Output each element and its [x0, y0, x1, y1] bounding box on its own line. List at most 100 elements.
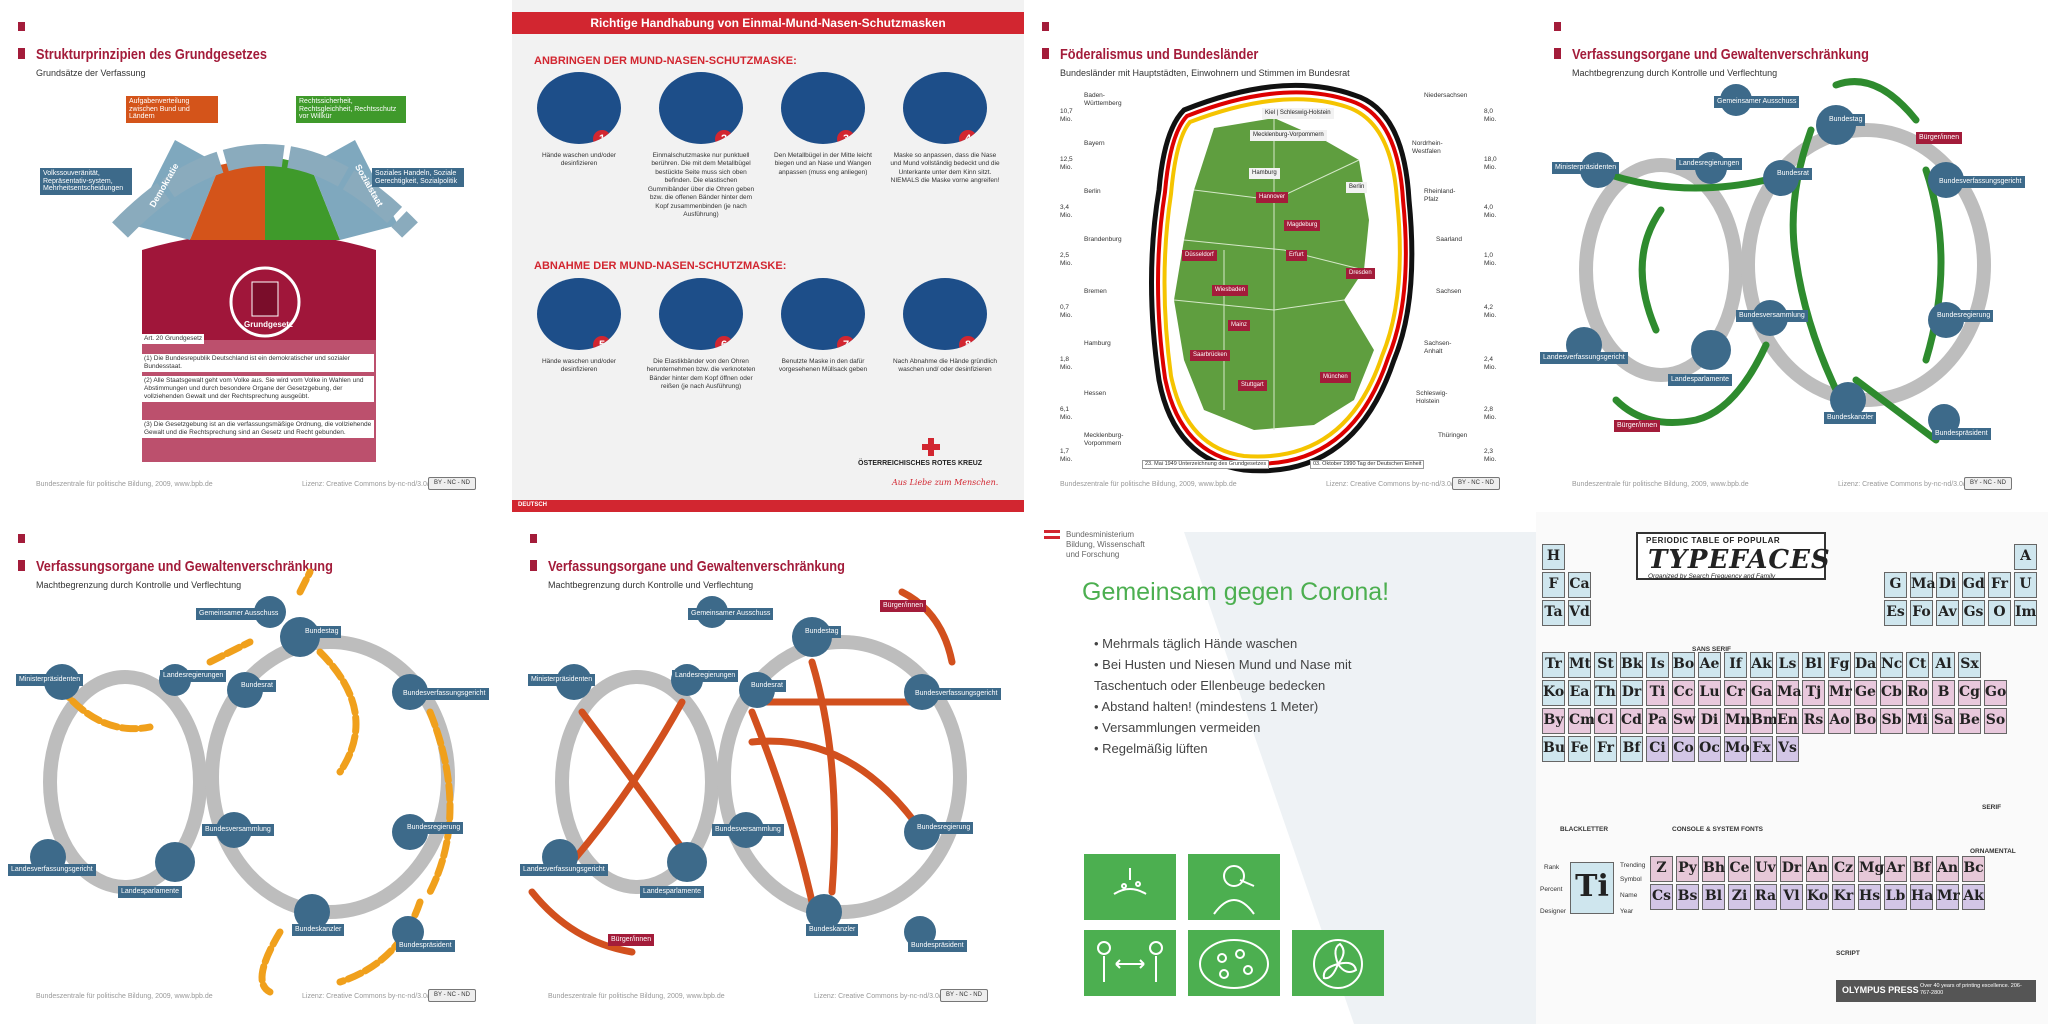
city-schwerin: Mecklenburg-Vorpommern [1250, 130, 1327, 141]
state-pop: 2,3 Mio. [1484, 448, 1497, 464]
group-sans: SANS SERIF [1692, 646, 1732, 653]
typeface-element: B [1932, 680, 1955, 706]
slide-subtitle: Bundesländer mit Hauptstädten, Einwohner… [1060, 68, 1350, 78]
step-illustration: 1 [537, 72, 621, 144]
typeface-element: Mn [1724, 708, 1751, 734]
state-pop: 4,0 Mio. [1484, 204, 1497, 220]
typeface-element: Cg [1958, 680, 1981, 706]
group-console: CONSOLE & SYSTEM FONTS [1672, 826, 1764, 833]
organ-bundestag: Bundestag [802, 626, 842, 638]
organ-bundesversammlung: Bundesversammlung [202, 824, 274, 836]
slide-foederalismus: Föderalismus und Bundesländer Bundesländ… [1024, 0, 1536, 512]
slide-mask-handling: Richtige Handhabung von Einmal-Mund-Nase… [512, 0, 1024, 512]
typeface-element: Sa [1932, 708, 1955, 734]
callout-sozialstaat: Soziales Handeln, Soziale Gerechtigkeit,… [372, 168, 464, 188]
typeface-element: Bc [1962, 856, 1985, 882]
state-pop: 3,4 Mio. [1060, 204, 1073, 220]
step-number: 7 [837, 336, 855, 350]
orange-arrows [56, 568, 454, 996]
slide-marker [18, 534, 25, 543]
step-text: Einmalschutzmaske nur punktuell berühren… [647, 152, 755, 219]
step-number: 2 [715, 130, 733, 144]
step-number: 5 [593, 336, 611, 350]
organ-bundeskanzler: Bundeskanzler [806, 924, 859, 936]
cc-badge: BY - NC - ND [428, 477, 476, 490]
organ-landesregierungen: Landesregierungen [672, 670, 739, 682]
center-label: Grundgesetz [244, 320, 293, 329]
typeface-element: Fr [1988, 572, 2011, 598]
organ-buerger-bottom: Bürger/innen [608, 934, 655, 946]
state-pop: 2,4 Mio. [1484, 356, 1497, 372]
ministry-logo: Bundesministerium Bildung, Wissenschaft … [1066, 530, 1145, 560]
organ-diagram [1566, 78, 1991, 444]
step-number: 6 [715, 336, 733, 350]
typeface-element: A [2014, 544, 2037, 570]
typeface-element: Fo [1910, 600, 1933, 626]
step-number: 3 [837, 130, 855, 144]
organ-bundesversammlung: Bundesversammlung [1736, 310, 1808, 322]
flag-ribbon-red [1156, 90, 1408, 466]
slide-strukturprinzipien: Strukturprinzipien des Grundgesetzes Gru… [0, 0, 512, 512]
typeface-element: F [1542, 572, 1565, 598]
state-name: Saarland [1436, 236, 1463, 243]
slide-marker [530, 534, 537, 543]
typeface-element: Ls [1776, 652, 1799, 678]
step-illustration: 3 [781, 72, 865, 144]
state-pop: 18,0 Mio. [1484, 156, 1497, 172]
typeface-element: Cb [1880, 680, 1903, 706]
state-pop: 4,2 Mio. [1484, 304, 1497, 320]
step-text: Nach Abnahme die Hände gründlich waschen… [892, 358, 998, 374]
publisher-name: OLYMPUS PRESS [1842, 985, 1919, 995]
header-line-1: PERIODIC TABLE OF POPULAR [1646, 536, 1781, 545]
typeface-element: Im [2014, 600, 2037, 626]
typeface-element: Nc [1880, 652, 1903, 678]
slide-marker [18, 22, 25, 31]
ministry-line: Bildung, Wissenschaft [1066, 540, 1145, 549]
step-text: Benutzte Maske in den dafür vorgesehenen… [778, 358, 868, 374]
date-1949: 23. Mai 1949 Unterzeichnung des Grundges… [1142, 460, 1270, 469]
organ-bundespraesident: Bundespräsident [908, 940, 967, 952]
organ-landesverfassungsgericht: Landesverfassungsgericht [1540, 352, 1628, 364]
typeface-element: Ha [1910, 884, 1933, 910]
state-name: Sachsen-Anhalt [1424, 340, 1452, 356]
typeface-element: Rs [1802, 708, 1825, 734]
organ-landesverfassungsgericht: Landesverfassungsgericht [520, 864, 608, 876]
typeface-element: Tr [1542, 652, 1565, 678]
state-pop: 6,1 Mio. [1060, 406, 1073, 422]
typeface-element: Th [1594, 680, 1617, 706]
step-3: 3 Den Metallbügel in der Mitte leicht bie… [768, 72, 878, 177]
typeface-element: St [1594, 652, 1617, 678]
legend-element: Ti [1570, 862, 1614, 914]
organ-landesverfassungsgericht: Landesverfassungsgericht [8, 864, 96, 876]
typeface-element: Mg [1858, 856, 1884, 882]
footer-license: Lizenz: Creative Commons by-nc-nd/3.0/de [814, 993, 949, 1000]
city-magdeburg: Magdeburg [1284, 220, 1321, 231]
legend-percent: Percent [1540, 886, 1563, 893]
slide-title: Föderalismus und Bundesländer [1060, 46, 1259, 63]
legend-designer: Designer [1540, 908, 1567, 915]
city-hannover: Hannover [1256, 192, 1289, 203]
organ-bundestag: Bundestag [302, 626, 342, 638]
footer-license: Lizenz: Creative Commons by-nc-nd/3.0/de [1326, 481, 1461, 488]
step-number: 1 [593, 130, 611, 144]
legend-trending: Trending [1620, 862, 1646, 869]
section-off-title: ABNAHME DER MUND-NASEN-SCHUTZMASKE: [534, 260, 787, 272]
clause-3: (3) Die Gesetzgebung ist an die verfassu… [142, 420, 374, 439]
state-name: Brandenburg [1084, 236, 1122, 243]
typeface-element: Bl [1702, 884, 1725, 910]
typeface-element: Bs [1676, 884, 1699, 910]
organ-bundesrat: Bundesrat [1774, 168, 1812, 180]
state-name: Rheinland-Pfalz [1424, 188, 1456, 204]
typeface-element: Py [1676, 856, 1699, 882]
organ-ministerpraesidenten: Ministerpräsidenten [16, 674, 84, 686]
city-kiel: Kiel | Schleswig-Holstein [1262, 108, 1334, 119]
ventilation-icon [1292, 930, 1384, 996]
typeface-element: Ko [1806, 884, 1829, 910]
state-name: Sachsen [1436, 288, 1462, 295]
typeface-element: By [1542, 708, 1565, 734]
typeface-element: Sw [1672, 708, 1695, 734]
typeface-element: Dr [1780, 856, 1803, 882]
pillar-rechtsstaat [265, 155, 340, 240]
typeface-element: Bk [1620, 652, 1643, 678]
language-bar: DEUTSCH [512, 500, 1024, 512]
